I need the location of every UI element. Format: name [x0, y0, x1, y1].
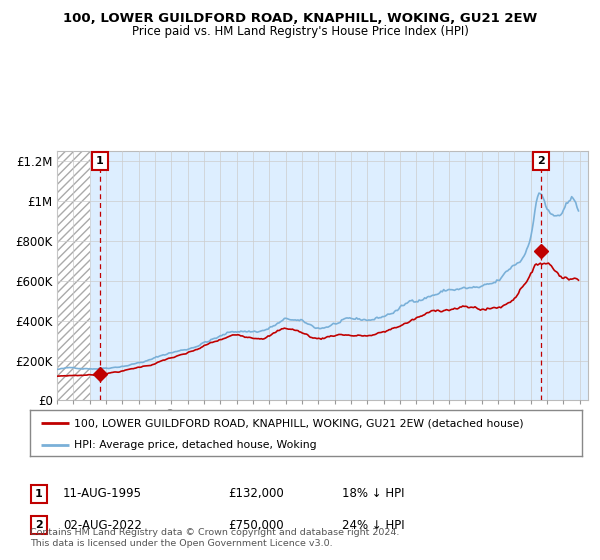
Text: Price paid vs. HM Land Registry's House Price Index (HPI): Price paid vs. HM Land Registry's House …: [131, 25, 469, 38]
Text: 02-AUG-2022: 02-AUG-2022: [63, 519, 142, 532]
Text: £132,000: £132,000: [228, 487, 284, 501]
Text: 100, LOWER GUILDFORD ROAD, KNAPHILL, WOKING, GU21 2EW: 100, LOWER GUILDFORD ROAD, KNAPHILL, WOK…: [63, 12, 537, 25]
Text: 100, LOWER GUILDFORD ROAD, KNAPHILL, WOKING, GU21 2EW (detached house): 100, LOWER GUILDFORD ROAD, KNAPHILL, WOK…: [74, 418, 524, 428]
Text: 2: 2: [537, 156, 545, 166]
Text: Contains HM Land Registry data © Crown copyright and database right 2024.
This d: Contains HM Land Registry data © Crown c…: [30, 528, 400, 548]
Text: HPI: Average price, detached house, Woking: HPI: Average price, detached house, Woki…: [74, 440, 317, 450]
Text: 1: 1: [96, 156, 104, 166]
Text: 18% ↓ HPI: 18% ↓ HPI: [342, 487, 404, 501]
Text: 11-AUG-1995: 11-AUG-1995: [63, 487, 142, 501]
Text: 1: 1: [35, 489, 43, 499]
Text: £750,000: £750,000: [228, 519, 284, 532]
Text: 2: 2: [35, 520, 43, 530]
Text: 24% ↓ HPI: 24% ↓ HPI: [342, 519, 404, 532]
